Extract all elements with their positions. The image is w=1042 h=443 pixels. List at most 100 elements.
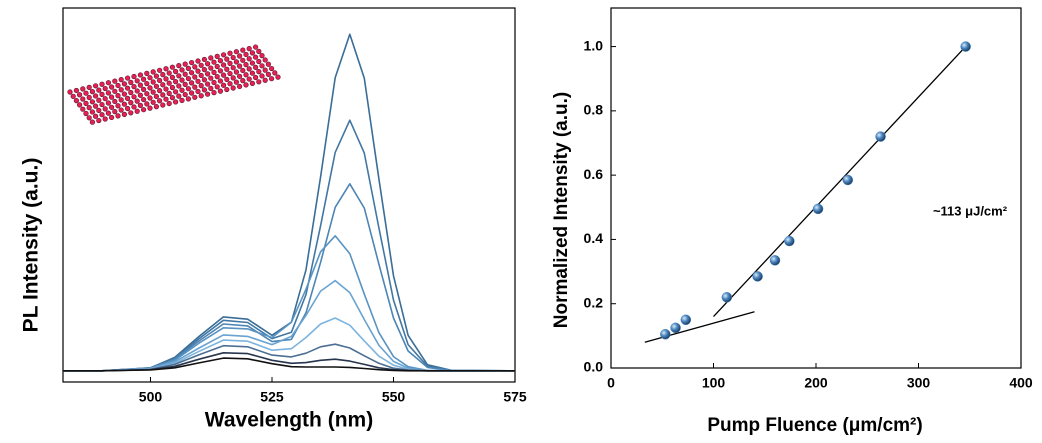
atom [265, 71, 272, 77]
atom [214, 53, 220, 59]
atom [137, 72, 143, 78]
atom [227, 60, 233, 67]
atom [217, 68, 223, 74]
atom [198, 62, 204, 68]
atom [230, 54, 236, 61]
atom [243, 51, 249, 58]
atom [259, 73, 265, 79]
atom [262, 77, 268, 83]
atom [221, 62, 227, 68]
atom [105, 110, 111, 116]
atom [211, 79, 217, 86]
atom [179, 97, 185, 103]
atom [256, 79, 262, 85]
atom [179, 77, 185, 83]
atom [108, 114, 115, 121]
atom [166, 70, 172, 76]
atom [163, 86, 169, 92]
spectrum-line [63, 33, 516, 372]
atom [214, 63, 220, 70]
data-point [784, 235, 795, 247]
atom [205, 91, 211, 97]
atom [243, 82, 249, 88]
atom [108, 84, 115, 90]
atom [76, 102, 83, 108]
y-tick-label: 0.0 [584, 359, 604, 375]
atom [144, 70, 150, 76]
data-point [680, 314, 692, 326]
atom [192, 74, 198, 80]
spectrum-line [63, 279, 515, 372]
atom [179, 67, 185, 73]
atom [124, 95, 131, 101]
atom [166, 100, 172, 107]
atom [237, 53, 243, 59]
atom [73, 87, 79, 94]
atom [249, 60, 255, 66]
atom [92, 83, 99, 89]
atom [124, 75, 131, 81]
atom [147, 75, 153, 81]
atom [160, 102, 166, 108]
atom [163, 76, 169, 82]
atom [157, 98, 163, 104]
atom [185, 96, 191, 102]
atom [92, 113, 99, 119]
atom [76, 92, 83, 98]
atom [182, 91, 188, 98]
atom [141, 76, 147, 82]
atom [243, 61, 249, 68]
atom [70, 93, 76, 99]
atom [108, 104, 115, 110]
atom [275, 74, 281, 80]
atom [150, 69, 156, 75]
atom [157, 87, 163, 94]
data-point [660, 329, 671, 340]
atom [224, 56, 230, 62]
atom [240, 77, 246, 84]
data-point [812, 203, 824, 215]
x-tick-label: 100 [702, 375, 726, 391]
y-tick-label: 0.6 [584, 166, 604, 182]
atom [205, 61, 211, 67]
atom [141, 96, 147, 103]
atom [67, 89, 73, 95]
atom [195, 58, 201, 64]
atom [227, 81, 233, 87]
atom [265, 61, 272, 67]
atom [176, 93, 182, 99]
atom [99, 101, 105, 108]
atom [115, 82, 121, 89]
atom [224, 86, 230, 93]
atom [214, 84, 220, 90]
atom [128, 100, 134, 106]
atom [201, 66, 207, 73]
atom [73, 97, 79, 104]
atom [102, 116, 108, 122]
atom [124, 105, 131, 112]
atom [131, 84, 137, 90]
atom [147, 85, 153, 91]
atom [96, 97, 102, 103]
crystal-illustration [67, 44, 281, 125]
data-point [670, 322, 681, 334]
x-tick-label: 300 [907, 375, 931, 391]
atom [237, 83, 243, 90]
atom [217, 88, 223, 94]
atom [118, 76, 124, 83]
atom [240, 47, 246, 53]
atom [99, 112, 105, 118]
atom [173, 99, 179, 105]
atom [86, 94, 92, 101]
atom [128, 89, 134, 96]
atom [224, 76, 230, 82]
atom [92, 103, 99, 109]
atom [121, 111, 127, 117]
spectrum-line [63, 235, 515, 372]
atom [118, 87, 124, 93]
atom [128, 110, 134, 116]
atom [195, 88, 201, 95]
atom [108, 94, 115, 100]
atom [221, 72, 227, 78]
atom [83, 100, 89, 106]
